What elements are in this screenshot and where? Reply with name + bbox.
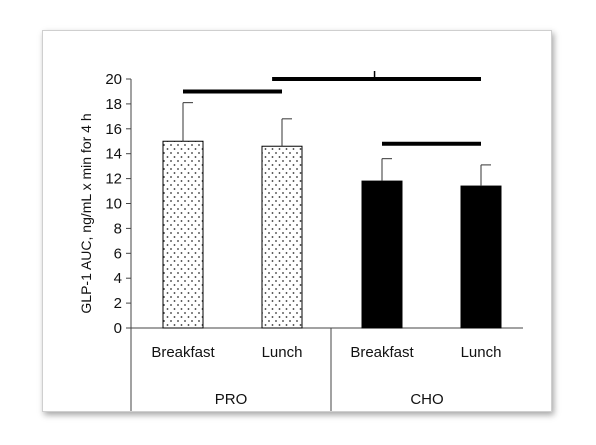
y-tick-label: 2 [114,295,122,312]
y-tick-label: 12 [105,171,122,188]
comparison-lines [183,71,481,146]
y-tick-label: 8 [114,220,122,237]
x-category-label: Breakfast [350,344,414,361]
glp1-bar-chart: 0 2 4 6 8 10 12 14 16 18 20 GLP-1 AUC, ng/mL x min … [78,71,523,411]
bars [162,102,502,329]
y-tick-label: 10 [105,196,122,213]
figure-frame: 0 2 4 6 8 10 12 14 16 18 20 GLP-1 AUC, ng/mL x min … [42,30,552,412]
bar-pro-lunch [261,145,303,329]
x-category-label: Lunch [262,344,303,361]
y-tick-label: 0 [114,320,122,337]
bar-cho-breakfast [361,180,403,329]
y-tick-label: 4 [114,270,122,287]
y-tick-label: 20 [105,71,122,88]
y-tick-label: 18 [105,96,122,113]
x-category-label: Breakfast [151,344,215,361]
y-tick-label: 14 [105,146,122,163]
y-axis-label: GLP-1 AUC, ng/mL x min for 4 h [78,113,94,313]
bar-pro-breakfast [162,140,204,329]
bar-cho-lunch [460,185,502,329]
group-label-cho: CHO [410,391,443,408]
group-label-pro: PRO [215,391,248,408]
y-tick-label: 6 [114,245,122,262]
x-category-label: Lunch [461,344,502,361]
y-tick-label: 16 [105,121,122,138]
labels: 0 2 4 6 8 10 12 14 16 18 20 GLP-1 AUC, ng/mL x min … [78,71,501,408]
